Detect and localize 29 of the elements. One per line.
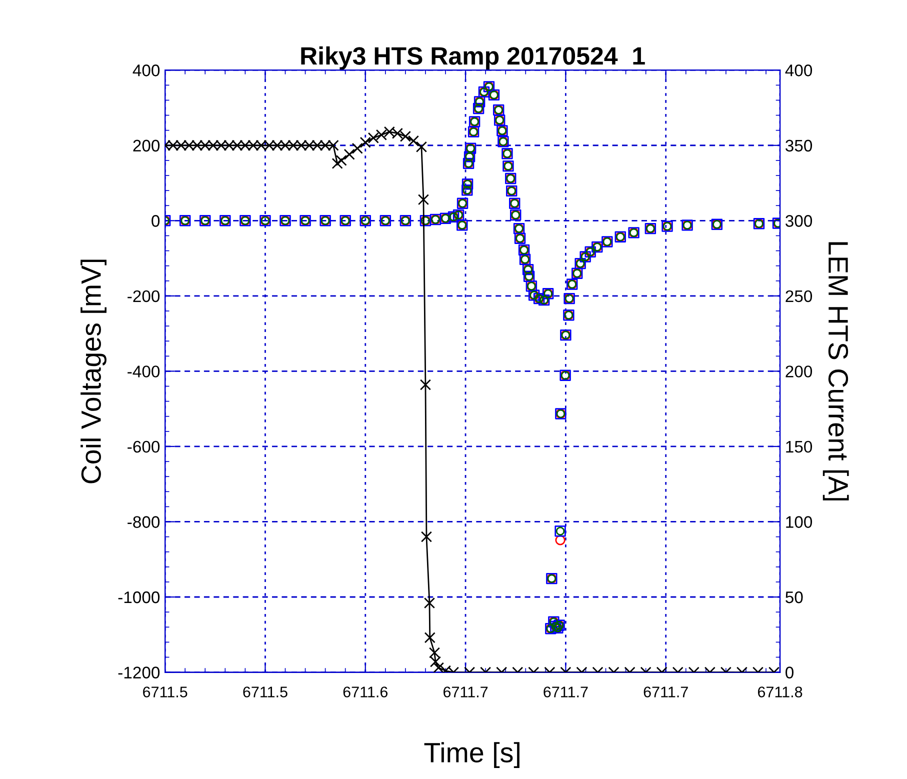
y2-tick-label: 400: [785, 64, 812, 76]
y2-tick-label: 200: [786, 366, 812, 378]
y-tick-label: 200: [133, 140, 160, 152]
x-tick-label: 6711.7: [644, 686, 688, 698]
x-tick-label: 6711.6: [343, 686, 388, 698]
y-tick-label: -400: [128, 366, 160, 378]
y-tick-label: 400: [132, 64, 160, 76]
x-tick-label: 6711.7: [444, 686, 488, 698]
y-tick-label: -1200: [118, 666, 160, 678]
x-tick-label: 6711.7: [544, 686, 588, 698]
y2-tick-label: 100: [786, 516, 812, 528]
x-axis-title: Time [s]: [424, 742, 520, 768]
y2-axis-title: LEM HTS Current [A]: [822, 242, 849, 500]
y2-tick-label: 0: [786, 666, 794, 678]
y2-tick-label: 350: [786, 140, 812, 152]
y-tick-label: -800: [128, 516, 160, 528]
y-tick-label: -600: [128, 440, 160, 453]
x-tick-label: 6711.5: [243, 686, 288, 698]
y2-tick-label: 300: [786, 215, 812, 227]
y-axis-title: Coil Voltages [mV]: [80, 260, 106, 484]
chart-title: Riky3 HTS Ramp 20170524 1: [301, 46, 645, 70]
x-tick-label: 6711.5: [143, 686, 188, 698]
y-tick-label: 0: [152, 215, 160, 227]
y-tick-label: -1000: [118, 591, 160, 604]
x-tick-label: 6711.8: [758, 686, 802, 698]
y2-tick-label: 150: [786, 440, 812, 453]
y2-tick-label: 250: [786, 290, 812, 302]
y2-tick-label: 50: [786, 591, 803, 604]
y-tick-label: -200: [128, 290, 160, 302]
